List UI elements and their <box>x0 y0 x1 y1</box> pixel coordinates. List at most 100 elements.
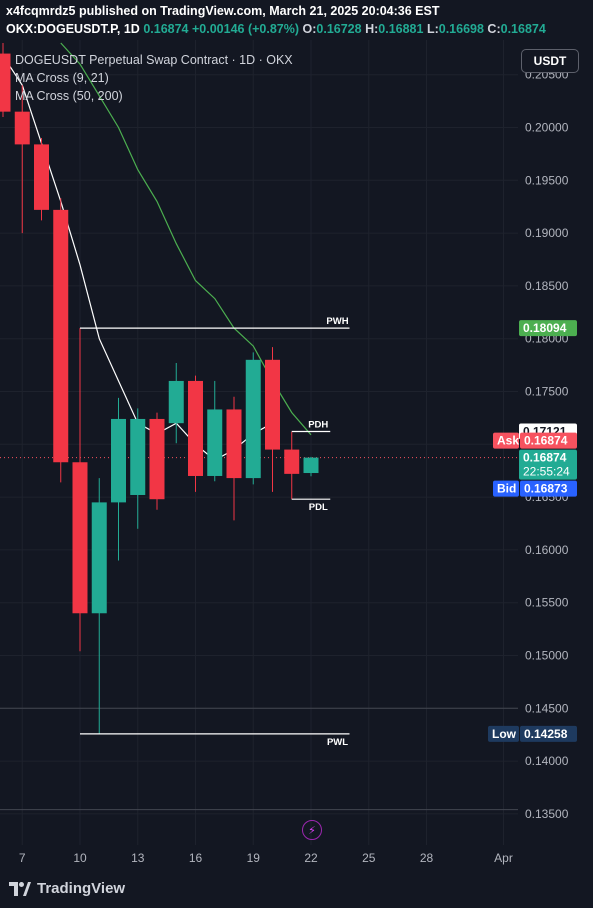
candle-body <box>188 380 203 476</box>
last-price: 0.16874 <box>143 22 189 36</box>
low-label-tag: Low <box>488 725 519 742</box>
y-tick-label: 0.18500 <box>525 279 569 293</box>
y-tick-label: 0.15500 <box>525 596 569 610</box>
change-value: +0.00146 (+0.87%) <box>191 22 300 36</box>
legend-ma-slow[interactable]: MA Cross (50, 200) <box>15 89 123 103</box>
bid-label-tag-bg <box>493 480 519 497</box>
candle <box>303 456 319 477</box>
last-price-text: 0.16874 <box>523 451 567 465</box>
time-axis[interactable]: 7 10 13 16 19 22 25 28 Apr <box>19 851 513 865</box>
high-label: H: <box>365 22 379 36</box>
candle <box>245 352 261 485</box>
candle-body <box>53 209 69 463</box>
pwh-price-tag-text: 0.18094 <box>523 321 567 335</box>
candle-body <box>168 380 184 424</box>
close-value: 0.16874 <box>500 22 546 36</box>
bid-price-tag-text: 0.16873 <box>524 482 568 496</box>
x-tick-label: 19 <box>247 851 261 865</box>
candle <box>53 198 69 483</box>
x-tick-label: 28 <box>420 851 434 865</box>
candle <box>149 412 165 510</box>
candle <box>14 85 30 234</box>
candle <box>0 43 11 117</box>
candle <box>168 362 184 444</box>
horizontal-levels <box>0 457 518 811</box>
candles <box>0 43 319 734</box>
open-label: O: <box>302 22 317 36</box>
high-value: 0.16881 <box>378 22 424 36</box>
candle-body <box>265 359 280 450</box>
candle-body <box>207 409 223 476</box>
legend-ma-fast[interactable]: MA Cross (9, 21) <box>15 71 109 85</box>
candle <box>226 396 242 521</box>
low-value: 0.16698 <box>438 22 484 36</box>
ask-label-tag: Ask <box>493 432 519 449</box>
candle <box>284 431 300 500</box>
candle <box>111 397 126 561</box>
moving-averages <box>2 42 312 461</box>
y-tick-label: 0.17500 <box>525 385 569 399</box>
candle <box>91 478 107 734</box>
footer <box>0 871 593 908</box>
bid-label-tag-text: Bid <box>497 482 516 496</box>
symbol-name[interactable]: OKX:DOGEUSDT.P, 1D <box>6 22 140 36</box>
ask-price-tag-text: 0.16874 <box>524 434 568 448</box>
candle-body <box>111 418 126 503</box>
candle-body <box>284 449 300 474</box>
low-label: L: <box>426 22 439 36</box>
level-label-pwl: PWL <box>327 737 348 748</box>
legend-title[interactable]: DOGEUSDT Perpetual Swap Contract · 1D · … <box>15 53 293 67</box>
x-tick-label: 22 <box>304 851 318 865</box>
y-tick-label: 0.20000 <box>525 121 569 135</box>
y-tick-label: 0.19500 <box>525 173 569 187</box>
tradingview-brand: TradingView <box>37 880 126 897</box>
candle-body <box>34 144 49 210</box>
last-price-bg <box>519 449 577 480</box>
x-tick-label: 13 <box>131 851 145 865</box>
x-tick-label: 10 <box>73 851 87 865</box>
y-tick-label: 0.14000 <box>525 754 569 768</box>
countdown-text: 22:55:24 <box>523 465 570 479</box>
symbol-ohlc-bar: OKX:DOGEUSDT.P, 1D 0.16874 +0.00146 (+0.… <box>6 22 546 36</box>
candle <box>130 408 146 529</box>
x-tick-label: 7 <box>19 851 26 865</box>
bid-price-tag: 0.16873 <box>520 480 577 497</box>
y-tick-label: 0.13500 <box>525 807 569 821</box>
x-tick-label: Apr <box>494 851 513 865</box>
publish-info: x4fcqmrdz5 published on TradingView.com,… <box>6 4 440 18</box>
lightning-icon[interactable]: ⚡ <box>302 820 322 840</box>
level-label-pdl: PDL <box>309 502 328 513</box>
level-label-pdh: PDH <box>308 420 328 431</box>
candle <box>207 380 223 482</box>
x-tick-label: 16 <box>189 851 203 865</box>
candle-body <box>0 53 11 112</box>
candle <box>188 375 203 492</box>
y-tick-label: 0.19000 <box>525 226 569 240</box>
bid-label-tag: Bid <box>493 480 519 497</box>
candle-body <box>72 462 88 614</box>
pwh-price-tag: 0.18094 <box>519 320 577 337</box>
low-price-tag-text: 0.14258 <box>524 727 568 741</box>
low-price-tag: 0.14258 <box>520 725 577 742</box>
candle-body <box>245 359 261 479</box>
ask-price-tag-bg <box>520 432 577 449</box>
x-tick-label: 25 <box>362 851 376 865</box>
y-tick-label: 0.16000 <box>525 543 569 557</box>
low-price-tag-bg <box>520 725 577 742</box>
low-label-tag-text: Low <box>492 727 517 741</box>
candle <box>265 347 280 492</box>
currency-button[interactable]: USDT <box>521 49 579 73</box>
low-label-tag-bg <box>488 725 519 742</box>
ask-label-tag-text: Ask <box>497 434 519 448</box>
candle-body <box>14 111 30 145</box>
tradingview-logo[interactable]: TradingView <box>9 880 125 897</box>
candle-body <box>226 409 242 479</box>
candle <box>72 328 88 652</box>
candle-body <box>303 457 319 474</box>
candle-body <box>130 418 146 495</box>
close-label: C: <box>487 22 501 36</box>
y-tick-label: 0.14500 <box>525 701 569 715</box>
